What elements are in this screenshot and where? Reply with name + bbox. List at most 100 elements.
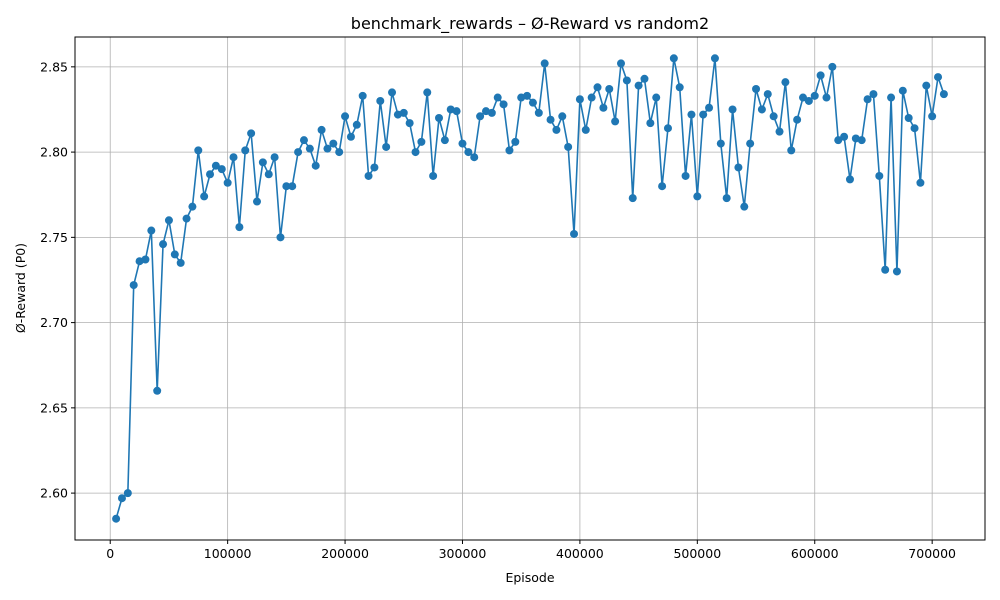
- data-point: [423, 88, 432, 97]
- data-point: [546, 115, 555, 124]
- data-point: [934, 73, 943, 82]
- x-tick-label: 500000: [673, 546, 721, 561]
- data-point: [399, 108, 408, 117]
- data-point: [928, 112, 937, 121]
- data-point: [699, 110, 708, 119]
- data-point: [147, 226, 156, 235]
- x-tick-label: 700000: [908, 546, 956, 561]
- data-point: [869, 90, 878, 99]
- y-tick-label: 2.85: [40, 59, 68, 74]
- x-tick-label: 0: [106, 546, 114, 561]
- data-point: [681, 171, 690, 180]
- data-point: [939, 90, 948, 99]
- data-point: [364, 171, 373, 180]
- data-point: [200, 192, 209, 201]
- data-point: [323, 144, 332, 153]
- data-point: [875, 171, 884, 180]
- data-point: [229, 153, 238, 162]
- data-point: [617, 59, 625, 68]
- data-point: [804, 96, 813, 105]
- data-point: [352, 120, 361, 129]
- data-point: [299, 136, 308, 145]
- data-point: [141, 255, 150, 264]
- data-point: [170, 250, 179, 259]
- data-point: [164, 216, 173, 225]
- data-point: [675, 83, 684, 92]
- data-point: [693, 192, 702, 201]
- data-point: [311, 161, 320, 170]
- data-point: [640, 74, 649, 83]
- data-point: [857, 136, 866, 145]
- data-point: [892, 267, 901, 276]
- x-tick-label: 300000: [439, 546, 487, 561]
- data-point: [834, 136, 843, 145]
- data-point: [658, 182, 667, 191]
- data-point: [910, 124, 919, 133]
- data-point: [746, 139, 755, 148]
- data-point: [153, 386, 162, 395]
- data-point: [440, 136, 449, 145]
- data-point: [505, 146, 514, 155]
- data-point: [611, 117, 620, 126]
- data-point: [787, 146, 796, 155]
- x-tick-label: 100000: [204, 546, 252, 561]
- data-point: [176, 258, 185, 267]
- x-tick-label: 400000: [556, 546, 604, 561]
- data-point: [810, 91, 819, 100]
- data-point: [317, 125, 326, 134]
- data-point: [570, 229, 579, 238]
- data-point: [188, 202, 197, 211]
- data-point: [370, 163, 379, 172]
- y-tick-label: 2.80: [40, 145, 68, 160]
- data-point: [605, 85, 614, 94]
- data-point: [452, 107, 461, 116]
- data-point: [523, 91, 532, 100]
- data-point: [270, 153, 279, 162]
- data-point: [159, 240, 168, 249]
- x-tick-label: 600000: [791, 546, 839, 561]
- data-point: [575, 95, 584, 104]
- data-point: [435, 113, 443, 122]
- data-point: [123, 489, 132, 498]
- data-point: [223, 178, 232, 187]
- data-point: [493, 93, 502, 102]
- data-point: [411, 148, 420, 157]
- data-point: [740, 202, 749, 211]
- data-point: [669, 54, 678, 63]
- data-point: [716, 139, 725, 148]
- data-point: [499, 100, 508, 109]
- data-point: [728, 105, 737, 114]
- data-point: [558, 112, 567, 121]
- data-point: [887, 93, 896, 102]
- data-point: [382, 142, 391, 151]
- data-point: [652, 93, 661, 102]
- data-point: [458, 139, 467, 148]
- data-point: [429, 171, 438, 180]
- data-point: [722, 194, 731, 203]
- data-point: [182, 214, 191, 223]
- data-point: [816, 71, 825, 80]
- data-point: [734, 163, 743, 172]
- data-point: [646, 119, 655, 128]
- data-point: [487, 108, 496, 117]
- data-point: [922, 81, 931, 90]
- data-point: [470, 153, 479, 162]
- data-point: [194, 146, 203, 155]
- data-point: [405, 119, 414, 128]
- data-point: [534, 108, 543, 117]
- data-point: [388, 88, 397, 97]
- data-point: [904, 113, 913, 122]
- y-tick-label: 2.75: [40, 230, 68, 245]
- data-point: [628, 194, 637, 203]
- data-point: [112, 514, 121, 523]
- data-point: [540, 59, 549, 68]
- data-point: [241, 146, 250, 155]
- data-point: [581, 125, 590, 134]
- data-point: [799, 93, 807, 102]
- data-point: [129, 281, 138, 290]
- data-point: [916, 178, 925, 187]
- data-point: [687, 110, 696, 119]
- data-point: [828, 62, 837, 71]
- data-point: [335, 148, 344, 157]
